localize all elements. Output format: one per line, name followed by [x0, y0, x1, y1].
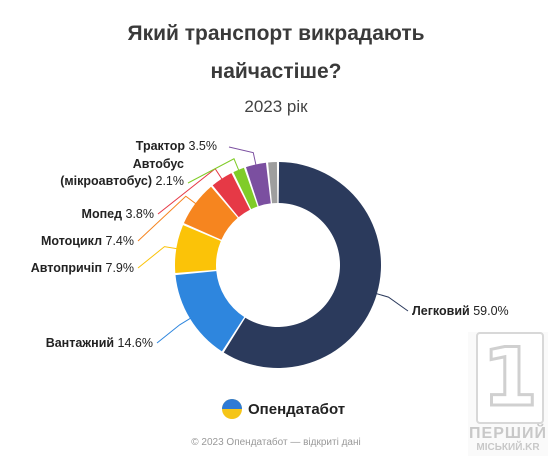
badge-line-2: МІСЬКИЙ.KR	[476, 442, 540, 453]
chart-title-line-1: Який транспорт викрадають	[127, 22, 425, 45]
slice-label: Трактор	[136, 139, 186, 153]
slice-label: Автопричіп	[31, 261, 102, 275]
donut-slice-5	[212, 173, 250, 218]
slice-value: 59.0%	[470, 304, 509, 318]
chart-subtitle: 2023 рік	[244, 97, 308, 116]
slice-label-line-2: (мікроавтобус)	[60, 174, 152, 188]
chart-title-line-2: найчастіше?	[210, 60, 342, 83]
slice-value: 2.1%	[152, 174, 184, 188]
slice-label: Легковий	[412, 304, 470, 318]
badge-digit: 1	[481, 331, 540, 424]
donut-slice-6	[233, 167, 258, 210]
leader-line-6	[187, 158, 241, 184]
label-avtoprychip: Автопричіп 7.9%	[31, 261, 134, 275]
leader-line-3	[137, 246, 181, 269]
label-moped: Мопед 3.8%	[82, 207, 154, 221]
slice-label: Вантажний	[46, 336, 114, 350]
leader-line-7	[228, 146, 258, 169]
donut-slice-8	[268, 162, 278, 204]
badge-digit-box: 1	[476, 332, 544, 424]
label-avtobus: Автобус (мікроавтобус) 2.1%	[60, 157, 184, 188]
donut-slice-7	[245, 162, 271, 207]
label-motocykl: Мотоцикл 7.4%	[41, 234, 134, 248]
label-vantazhnyi: Вантажний 14.6%	[46, 336, 153, 350]
leader-line-4	[137, 195, 199, 242]
donut-slice-4	[183, 186, 238, 240]
watermark-badge: 1 ПЕРШИЙ МІСЬКИЙ.KR	[468, 332, 548, 456]
slice-label-line-1: Автобус	[133, 157, 184, 171]
opendatabot-logo-icon	[222, 399, 242, 419]
slice-value: 3.5%	[185, 139, 217, 153]
label-traktor: Трактор 3.5%	[136, 139, 217, 153]
slice-value: 7.4%	[102, 234, 134, 248]
slice-value: 14.6%	[114, 336, 153, 350]
leader-line-1	[372, 292, 409, 312]
leader-line-2	[156, 316, 194, 344]
label-legkovyi: Легковий 59.0%	[412, 304, 509, 318]
slice-value: 7.9%	[102, 261, 134, 275]
slice-value: 3.8%	[122, 207, 154, 221]
badge-line-1: ПЕРШИЙ	[469, 425, 547, 442]
donut-slice-2	[175, 271, 245, 352]
opendatabot-logo: Опендатабот	[222, 398, 345, 420]
footer-credit: © 2023 Опендатабот — відкриті дані	[191, 437, 361, 448]
logo-text: Опендатабот	[248, 400, 346, 418]
slice-label: Мотоцикл	[41, 234, 102, 248]
slice-label: Мопед	[82, 207, 123, 221]
donut-slice-3	[175, 225, 221, 273]
donut-slice-1	[223, 162, 382, 368]
